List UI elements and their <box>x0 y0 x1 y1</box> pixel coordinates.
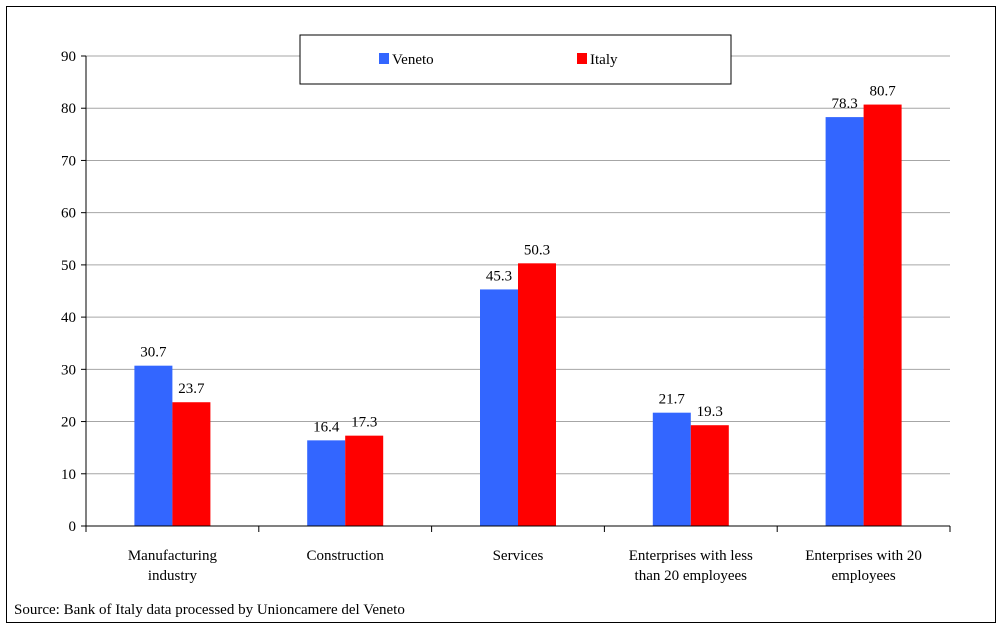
data-label-italy: 17.3 <box>351 415 377 431</box>
bar-italy <box>690 425 729 526</box>
data-label-italy: 80.7 <box>869 84 896 100</box>
y-tick-label: 10 <box>61 467 76 483</box>
bar-veneto <box>480 289 518 526</box>
legend-swatch-veneto <box>379 53 389 64</box>
legend-label-italy: Italy <box>590 52 618 68</box>
x-category-label-line: Enterprises with 20 <box>805 548 922 564</box>
y-tick-label: 70 <box>61 153 76 169</box>
y-tick-label: 80 <box>61 101 76 117</box>
legend: Veneto Italy <box>299 34 732 85</box>
bar-veneto <box>652 412 691 526</box>
x-category-label: Enterprises with 20 employees <box>805 548 922 584</box>
bar-veneto <box>307 440 346 526</box>
x-category-label-line: Enterprises with less <box>629 548 753 564</box>
data-label-veneto: 16.4 <box>313 419 340 435</box>
bar-veneto <box>825 117 864 526</box>
x-category-label: Enterprises with less than 20 employees <box>629 548 753 584</box>
data-label-italy: 19.3 <box>697 404 723 420</box>
x-category-label-line: employees <box>832 568 896 584</box>
source-note: Source: Bank of Italy data processed by … <box>14 602 405 618</box>
data-label-veneto: 30.7 <box>140 345 167 361</box>
y-tick-label: 90 <box>61 49 76 65</box>
x-category-label: Construction <box>306 548 384 564</box>
bar-italy <box>345 435 384 526</box>
data-labels: 30.7 23.7 16.4 17.3 45.3 50.3 21.7 19.3 78.3 80.7 <box>140 84 896 436</box>
y-tick-label: 60 <box>61 206 76 222</box>
axes: 0 10 20 30 40 50 60 70 80 90 Manufacturing industry… <box>61 49 951 584</box>
legend-box <box>299 34 732 85</box>
data-label-veneto: 78.3 <box>831 96 857 112</box>
x-category-label: Manufacturing industry <box>128 548 218 584</box>
y-tick-label: 50 <box>61 258 76 274</box>
y-tick-label: 30 <box>61 362 76 378</box>
bar-italy <box>518 263 556 526</box>
legend-label-veneto: Veneto <box>392 52 434 68</box>
bar-veneto <box>134 365 173 526</box>
data-label-veneto: 45.3 <box>486 268 512 284</box>
y-tick-label: 20 <box>61 415 76 431</box>
bars <box>134 104 902 527</box>
x-category-label-line: Manufacturing <box>128 548 218 564</box>
x-category-label: Services <box>493 548 544 564</box>
data-label-italy: 23.7 <box>178 381 205 397</box>
y-tick-label: 40 <box>61 310 76 326</box>
bar-italy <box>863 104 902 527</box>
x-category-label-line: than 20 employees <box>635 568 748 584</box>
data-label-veneto: 21.7 <box>659 392 686 408</box>
x-category-label-line: Services <box>493 548 544 564</box>
bar-italy <box>172 402 211 526</box>
x-category-label-line: Construction <box>306 548 384 564</box>
y-tick-label: 0 <box>69 519 77 535</box>
data-label-italy: 50.3 <box>524 242 550 258</box>
legend-swatch-italy <box>577 53 587 64</box>
x-category-label-line: industry <box>148 568 198 584</box>
